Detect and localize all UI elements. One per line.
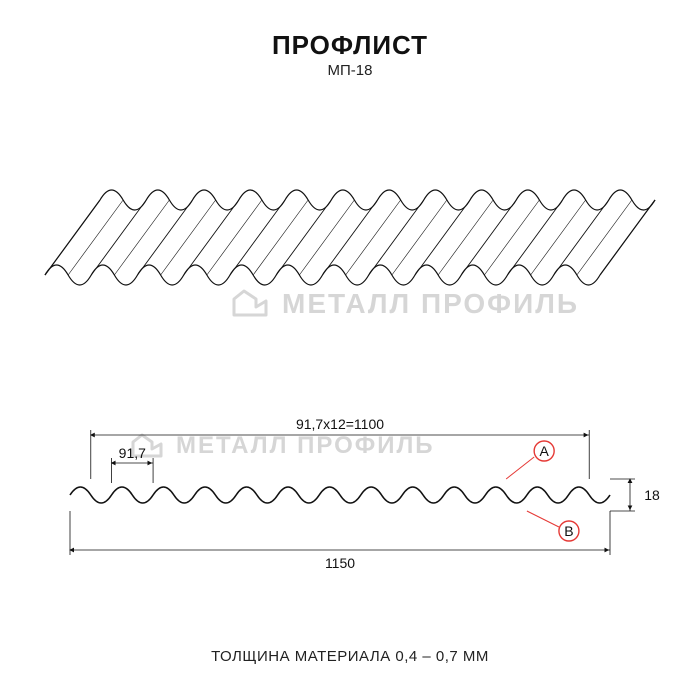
- profile-wave: [70, 487, 610, 503]
- dim-useful: 91,7х12=1100: [296, 416, 384, 432]
- marker-a: A: [539, 443, 549, 459]
- page-title: ПРОФЛИСТ: [0, 30, 700, 61]
- dim-total: 1150: [325, 555, 355, 571]
- isometric-view: [40, 115, 660, 305]
- profile-view: 1150 91,7х12=1100 91,7 18 A B: [40, 400, 680, 580]
- dim-pitch: 91,7: [119, 445, 146, 461]
- page-subtitle: МП-18: [0, 62, 700, 79]
- marker-b: B: [564, 523, 573, 539]
- dim-height: 18: [644, 487, 660, 503]
- thickness-note: ТОЛЩИНА МАТЕРИАЛА 0,4 – 0,7 ММ: [0, 648, 700, 665]
